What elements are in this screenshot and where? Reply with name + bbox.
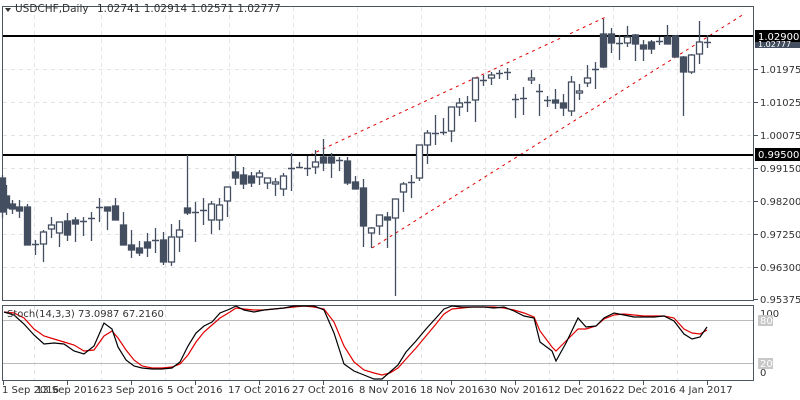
date-tick-label: 8 Nov 2016 — [359, 385, 417, 396]
price-tick-label: 0.98200 — [760, 197, 800, 208]
date-tick-label: 5 Oct 2016 — [167, 385, 222, 396]
date-tick-label: 18 Nov 2016 — [420, 385, 484, 396]
price-tick-label: 1.01025 — [760, 98, 800, 109]
indicator-panel — [2, 305, 754, 381]
date-tick-label: 4 Jan 2017 — [679, 385, 733, 396]
date-tick-label: 27 Oct 2016 — [292, 385, 354, 396]
stochastic-lines — [3, 305, 708, 380]
date-tick-label: 17 Oct 2016 — [228, 385, 290, 396]
price-tick-label: 0.95375 — [760, 295, 800, 306]
stoch-level-20: 20 — [760, 359, 773, 370]
candlestick-series — [0, 19, 711, 296]
collapse-triangle-icon[interactable] — [5, 8, 11, 12]
date-tick-label: 13 Sep 2016 — [36, 385, 99, 396]
price-axis: 1.01975 1.01025 1.00075 0.99150 0.98200 0.972… — [754, 30, 800, 379]
date-tick-label: 12 Dec 2016 — [548, 385, 612, 396]
indicator-label: Stoch(14,3,3) 73.0987 67.2160 — [7, 309, 164, 320]
date-tick-label: 23 Sep 2016 — [100, 385, 163, 396]
price-tick-label: 0.97250 — [760, 230, 800, 241]
date-tick-label: 30 Nov 2016 — [484, 385, 548, 396]
price-tick-label: 1.01975 — [760, 65, 800, 76]
channel-trendlines — [309, 13, 745, 249]
current-price-tag: 1.02777 — [758, 40, 791, 49]
level-tag-low: 0.99500 — [758, 150, 799, 161]
main-panel — [2, 6, 754, 301]
date-tick-label: 22 Dec 2016 — [612, 385, 676, 396]
level-tag-high: 1.02900 — [758, 32, 799, 43]
price-tick-label: 1.00075 — [760, 131, 800, 142]
stoch-level-80: 80 — [760, 316, 773, 327]
price-tick-label: 0.99150 — [760, 164, 800, 175]
ohlc-values: 1.02741 1.02914 1.02571 1.02777 — [96, 3, 281, 15]
stoch-level-100: 100 — [760, 309, 779, 320]
date-tick-label: 1 Sep 2016 — [2, 385, 59, 396]
chart-header: USDCHF,Daily 1.02741 1.02914 1.02571 1.0… — [15, 3, 281, 15]
stoch-level-0: 0 — [760, 368, 766, 379]
price-tick-label: 0.96300 — [760, 263, 800, 274]
symbol-timeframe: USDCHF,Daily — [15, 3, 89, 15]
